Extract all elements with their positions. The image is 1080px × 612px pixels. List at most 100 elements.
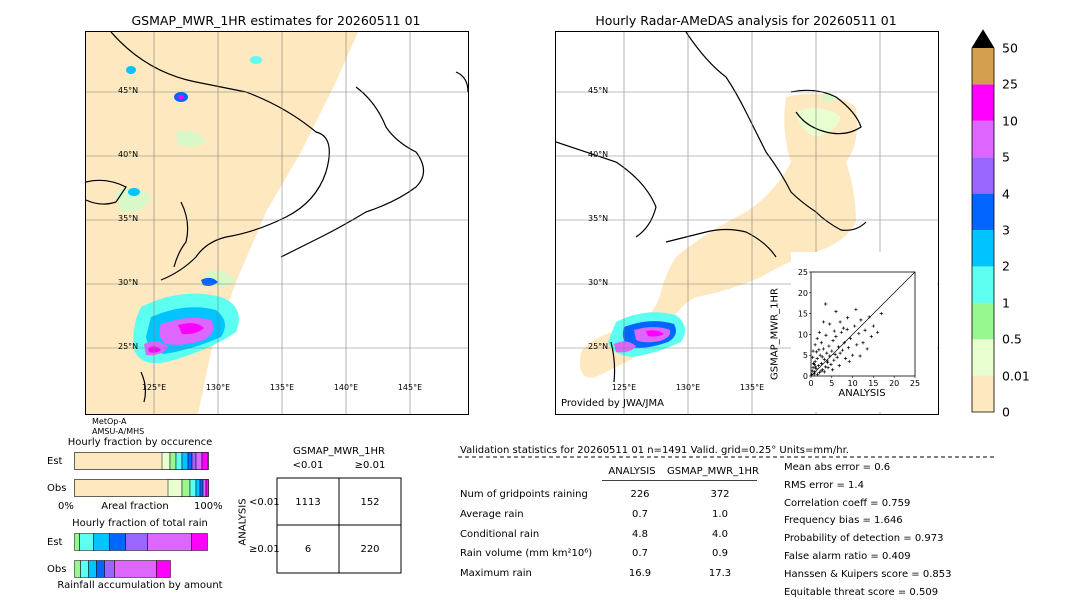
scatter-point bbox=[867, 315, 871, 319]
lon-label: 145°E bbox=[397, 383, 423, 392]
lon-label: 125°E bbox=[611, 383, 637, 392]
satellite-note: MetOp-A AMSU-A/MHS bbox=[92, 417, 144, 437]
scatter-y-tick: 5 bbox=[803, 351, 808, 360]
scatter-y-tick: 25 bbox=[798, 268, 808, 277]
scatter-point bbox=[839, 330, 843, 334]
scatter-point bbox=[811, 361, 816, 366]
scatter-y-tick: 0 bbox=[803, 372, 808, 381]
scatter-point bbox=[811, 355, 815, 359]
scatter-point bbox=[838, 320, 842, 324]
radar-coverage bbox=[580, 93, 858, 378]
validation-col-analysis: ANALYSIS bbox=[608, 466, 656, 477]
scatter-y-tick: 10 bbox=[798, 330, 808, 339]
scatter-point bbox=[846, 346, 851, 350]
colorbar-segment bbox=[972, 193, 994, 230]
scatter-point bbox=[822, 370, 826, 374]
validation-row-analysis: 0.7 bbox=[632, 509, 648, 520]
validation-header: Validation statistics for 20260511 01 n=… bbox=[460, 445, 849, 456]
contingency-cell: 220 bbox=[360, 544, 380, 555]
scatter-point bbox=[841, 326, 846, 330]
scatter-point bbox=[831, 368, 835, 372]
validation-row-analysis: 16.9 bbox=[628, 568, 652, 579]
provider-credit: Provided by JWA/JMA bbox=[561, 398, 664, 409]
validation-score: Correlation coeff = 0.759 bbox=[784, 497, 911, 509]
validation-score: Mean abs error = 0.6 bbox=[784, 462, 891, 473]
lon-label: 130°E bbox=[675, 383, 701, 392]
validation-row-analysis: 4.8 bbox=[632, 529, 648, 540]
total-rain-bars bbox=[74, 533, 208, 578]
colorbar-segment bbox=[972, 84, 994, 121]
scatter-point bbox=[823, 302, 828, 306]
scatter-point bbox=[828, 322, 832, 326]
scatter-x-tick: 15 bbox=[868, 379, 878, 388]
scatter-point bbox=[848, 336, 853, 341]
scatter-point bbox=[822, 357, 826, 361]
scatter-point bbox=[817, 330, 821, 334]
scatter-point bbox=[846, 316, 850, 320]
scatter-x-tick: 10 bbox=[848, 379, 858, 388]
left-map-title: GSMAP_MWR_1HR estimates for 20260511 01 bbox=[131, 13, 421, 28]
scatter-point bbox=[859, 318, 863, 322]
scatter-point bbox=[834, 309, 838, 314]
total-rain-est-label: Est bbox=[47, 537, 63, 548]
scatter-point bbox=[818, 353, 822, 357]
scatter-point bbox=[821, 368, 825, 372]
scatter-xlabel: ANALYSIS bbox=[838, 388, 886, 399]
scatter-point bbox=[825, 359, 829, 363]
colorbar-label: 2 bbox=[1002, 258, 1010, 274]
contingency-row-label: ANALYSIS bbox=[237, 498, 249, 546]
contingency-cell: 6 bbox=[304, 544, 312, 555]
total-rain-xlabel: Rainfall accumulation by amount bbox=[57, 580, 223, 591]
contingency-cell: 1113 bbox=[295, 497, 321, 508]
total-rain-obs-bar bbox=[74, 560, 81, 578]
sensor-name: AMSU-A/MHS bbox=[92, 427, 145, 436]
validation-row-gsmap: 372 bbox=[710, 489, 730, 500]
colorbar-label: 0.01 bbox=[1002, 368, 1030, 384]
occurrence-obs-label: Obs bbox=[47, 483, 67, 494]
scatter-point bbox=[821, 347, 826, 351]
scatter-point bbox=[828, 354, 832, 358]
scatter-point bbox=[821, 320, 826, 324]
total-rain-est-bar bbox=[74, 533, 80, 551]
lon-label: 135°E bbox=[269, 383, 295, 392]
scatter-point bbox=[826, 361, 830, 365]
scatter-point bbox=[825, 351, 829, 355]
right-map-panel: 45°N 40°N 35°N 30°N 25°N 125°E 130°E 135… bbox=[555, 31, 939, 415]
scatter-point bbox=[811, 366, 815, 370]
colorbar-segment bbox=[972, 375, 994, 412]
scatter-point bbox=[863, 328, 867, 332]
scatter-point bbox=[834, 334, 838, 339]
validation-score: RMS error = 1.4 bbox=[784, 479, 864, 491]
scatter-point bbox=[824, 333, 828, 337]
scatter-point bbox=[819, 361, 823, 366]
colorbar-frame bbox=[971, 29, 995, 413]
colorbar-label: 25 bbox=[1002, 76, 1018, 92]
scatter-point bbox=[831, 339, 835, 343]
validation-row-label: Conditional rain bbox=[460, 529, 540, 540]
lat-label: 30°N bbox=[118, 278, 139, 287]
scatter-plot: 0 5 10 15 20 25 0 5 10 15 20 25 bbox=[798, 268, 920, 388]
scatter-point bbox=[837, 364, 841, 368]
scatter-diagonal bbox=[810, 271, 916, 377]
scatter-x-tick: 20 bbox=[889, 379, 899, 388]
scatter-point bbox=[813, 343, 817, 347]
scatter-point bbox=[823, 365, 828, 369]
validation-divider bbox=[458, 456, 996, 458]
lon-label: 140°E bbox=[333, 383, 359, 392]
colorbar-extend-arrow bbox=[972, 30, 994, 48]
scatter-point bbox=[879, 312, 883, 316]
contingency-cell: 152 bbox=[360, 497, 380, 508]
total-rain-obs-label: Obs bbox=[47, 564, 67, 575]
colorbar-label: 3 bbox=[1002, 222, 1010, 238]
lon-label: 125°E bbox=[141, 383, 167, 392]
occurrence-xlabel: Areal fraction bbox=[101, 501, 169, 512]
validation-score: Equitable threat score = 0.509 bbox=[784, 586, 939, 598]
contingency-row-header: ≥0.01 bbox=[249, 544, 280, 555]
colorbar-segment bbox=[972, 339, 994, 376]
satellite-name: MetOp-A bbox=[92, 417, 127, 426]
occurrence-bars bbox=[74, 452, 209, 497]
validation-row-label: Maximum rain bbox=[460, 568, 532, 579]
lat-label: 25°N bbox=[118, 342, 139, 351]
scatter-point bbox=[811, 349, 815, 353]
colorbar-segment bbox=[972, 157, 994, 194]
